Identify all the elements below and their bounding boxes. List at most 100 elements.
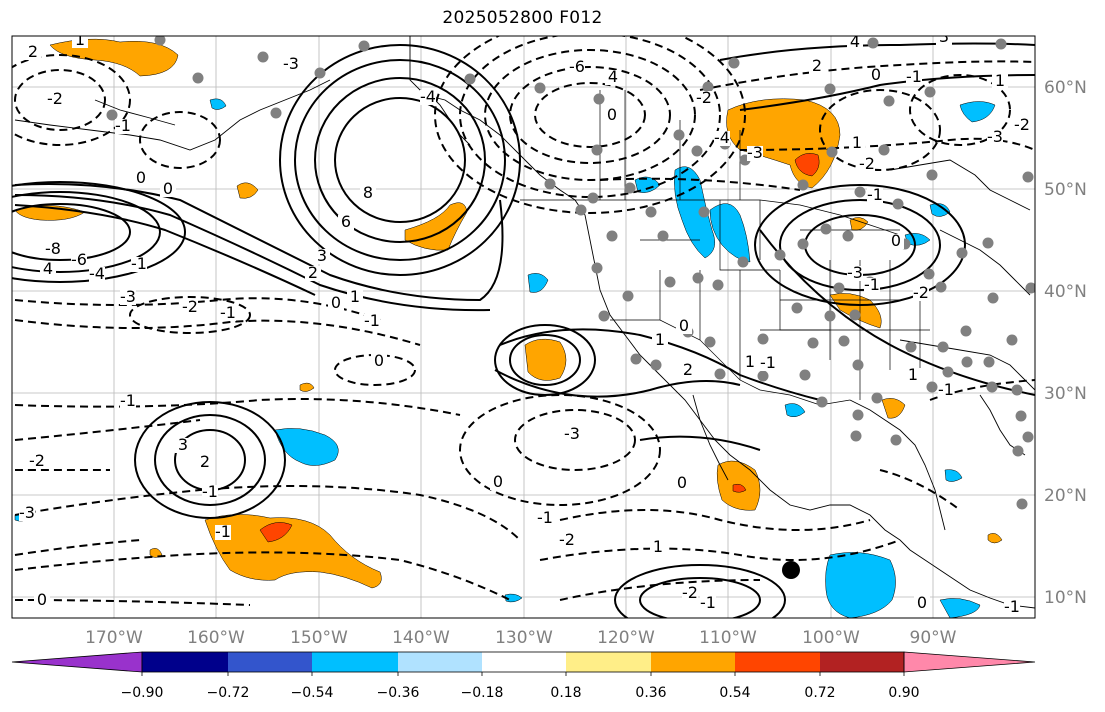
contour-label: -1 [215,522,231,541]
contour-label-bg [160,182,176,197]
contour-label-bg [133,171,149,186]
shaded-patches [14,38,1003,618]
contour-label-bg [696,91,712,106]
longitude-label: 150°W [290,628,348,648]
colorbar-tick-label: 0.18 [550,685,581,701]
contour-label: 8 [363,183,373,202]
longitude-label: 140°W [392,628,450,648]
contour-label-bg [987,130,1003,145]
contour-label-bg [605,70,621,85]
colorbar-tick-label: −0.18 [461,685,504,701]
contour-label: 1 [852,133,862,152]
contour-label: 2 [683,360,693,379]
patch-blue [944,469,963,482]
contour-label-bg [867,188,883,203]
colorbar-extend-low [11,651,143,673]
contour-label-bg [847,36,863,50]
latitude-label: 60°N [1044,78,1087,98]
contour-label-bg [360,186,376,201]
contour-label-bg [72,36,88,48]
patch-blue [274,428,339,466]
contour-label: -1 [202,482,218,501]
colorbar-segment [820,652,904,672]
contour-label: 1 [350,287,360,306]
contour-label-bg [420,90,436,105]
contour-label-bg [71,253,87,268]
contour-label: -2 [696,88,712,107]
contour-label: -1 [120,391,136,410]
patch-blue [825,552,896,618]
contour-label-bg [347,290,363,305]
contour-label-bg [328,296,344,311]
contour-label-bg [906,70,922,85]
contour-label: -2 [559,530,575,549]
contour-label: 2 [200,452,210,471]
contour-label: -8 [45,239,61,258]
colorbar-segment [228,652,312,672]
contour-label-bg [371,354,387,369]
contour-label: -1 [700,593,716,612]
contour-label: 3 [939,27,949,46]
colorbar-segment [398,652,482,672]
patch-blue [527,273,549,293]
contour-label-bg [652,333,668,348]
longitude-label: 120°W [597,628,655,648]
contour-label-bg [1004,600,1020,615]
contour-label: 6 [341,212,351,231]
contour-label-bg [888,234,904,249]
colorbar: −0.90 −0.72 −0.54 −0.36 −0.18 0.18 0.36 0.54 0.7… [11,651,1036,701]
latitude-label: 20°N [1044,486,1087,506]
contour-label: -3 [19,503,35,522]
contour-label-bg [849,136,865,151]
colorbar-segment [651,652,735,672]
map-frame [11,35,1036,619]
contour-label-bg [868,68,884,83]
contour-label: -1 [220,303,236,322]
contour-label: 1 [745,352,755,371]
patch-blue [784,403,806,418]
center-marker [782,561,800,579]
contour-label-bg [914,596,930,611]
colorbar-frame [141,651,905,673]
contour-label-bg [714,131,730,146]
contour-label-bg [19,506,35,521]
patch-blue [904,233,931,246]
patch-blue [709,203,751,263]
contour-label: 2 [308,263,318,282]
contour-label-bg [700,596,716,611]
contour-label-bg [559,533,575,548]
patch-orange [299,382,315,392]
contour-label-bg [847,266,863,281]
contour-label: -2 [1014,115,1030,134]
contour-label-bg [220,306,236,321]
colorbar-extend-high [903,651,1036,673]
contour-label-bg [283,57,299,72]
contour-label-bg [305,266,321,281]
contour-label: -3 [987,127,1003,146]
longitude-label: 90°W [910,628,957,648]
contour-label: -4 [714,128,730,147]
contour-label-bg [747,146,763,161]
colorbar-tick-label: −0.36 [377,685,420,701]
contour-label: -1 [1004,597,1020,616]
contour-label: 0 [136,168,146,187]
contour-label: 0 [891,231,901,250]
coastlines [14,36,1035,609]
contour-label: -1 [537,508,553,527]
colorbar-segment [735,652,820,672]
contour-label-bg [676,319,692,334]
colorbar-tick-label: 0.72 [804,685,835,701]
contour-label: 1 [655,330,665,349]
contour-label: -4 [89,264,105,283]
contour-label-bg [131,257,147,272]
latitude-label: 40°N [1044,282,1087,302]
contour-label: -3 [747,143,763,162]
contour-label: -6 [71,250,87,269]
colorbar-tick-label: 0.36 [635,685,666,701]
contour-label-bg [760,356,776,371]
colorbar-tick-label: 0.54 [719,685,750,701]
contour-label: -6 [569,57,585,76]
contour-label-bg [604,108,620,123]
